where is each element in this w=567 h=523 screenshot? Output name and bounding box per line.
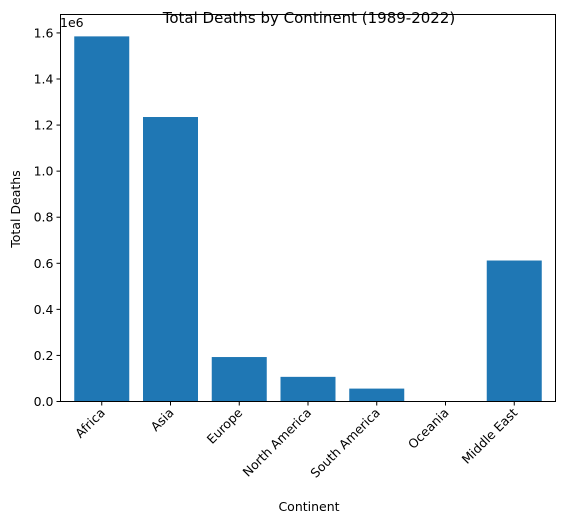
y-tick-label: 0.6 [34, 256, 54, 271]
bar-africa [74, 36, 129, 401]
y-tick-label: 1.4 [34, 72, 54, 87]
y-tick-label: 1.0 [34, 164, 54, 179]
y-tick-label: 1.2 [34, 118, 54, 133]
bar-north-america [281, 377, 336, 402]
y-tick-label: 0.4 [34, 302, 54, 317]
y-tick-label: 1.6 [34, 25, 54, 40]
y-tick-label: 0.0 [34, 394, 54, 409]
y-axis-offset-label: 1e6 [60, 15, 84, 30]
y-axis-label: Total Deaths [8, 170, 23, 248]
y-tick-label: 0.8 [34, 210, 54, 225]
chart-title: Total Deaths by Continent (1989-2022) [162, 9, 455, 27]
bar-europe [212, 357, 267, 401]
bar-south-america [349, 389, 404, 402]
x-axis-label: Continent [278, 499, 339, 514]
bar-asia [143, 117, 198, 401]
bar-middle-east [487, 261, 542, 402]
y-tick-label: 0.2 [34, 348, 54, 363]
